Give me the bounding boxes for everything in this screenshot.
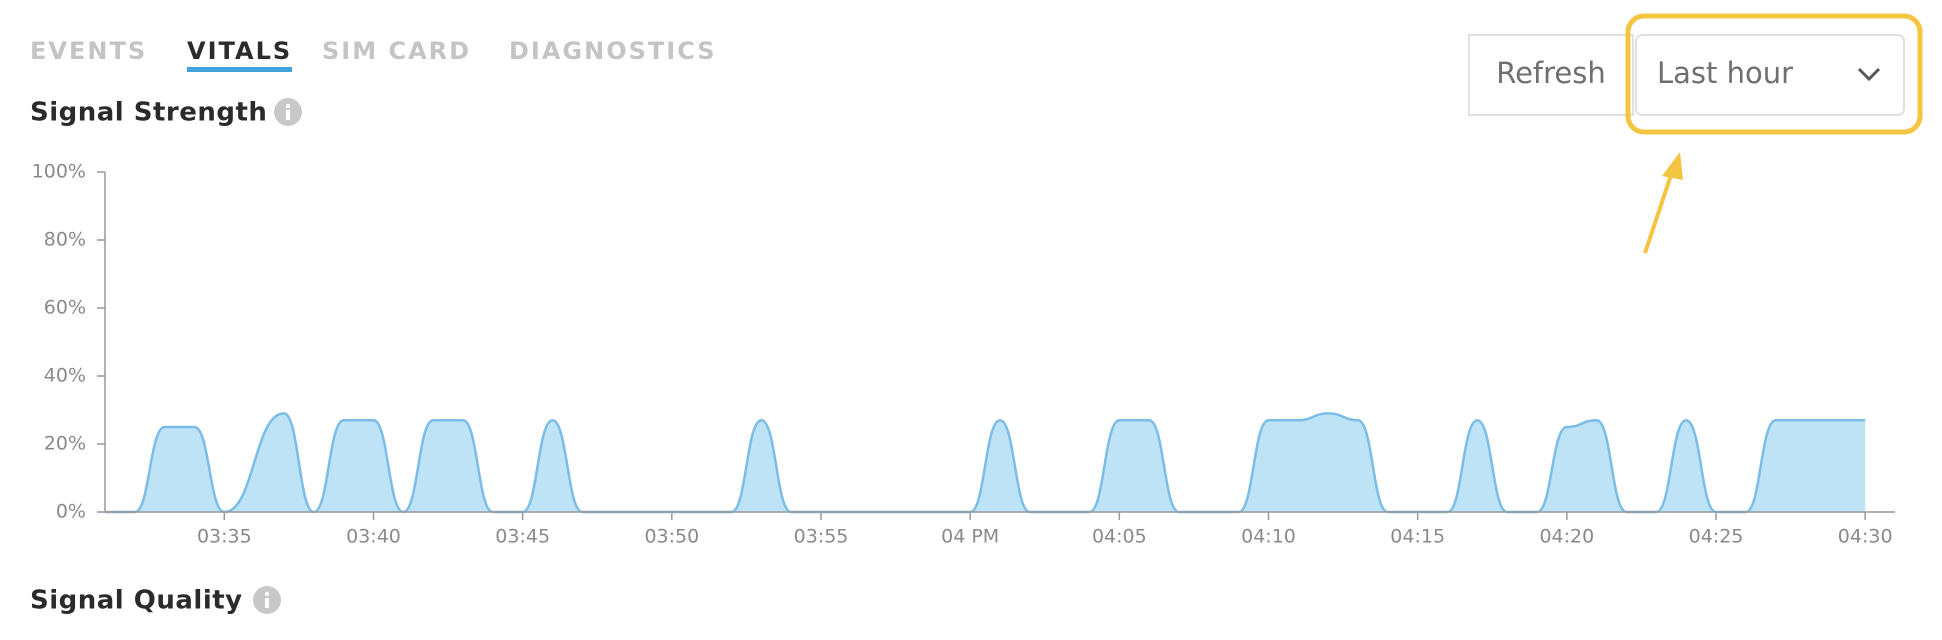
chart-title: Signal Strength <box>30 98 267 128</box>
plot: 0% 20% 40% 60% 80% 100% 03:35 03:40 03:45 03:50 03… <box>32 161 1895 548</box>
y-tick-label: 0% <box>56 501 86 523</box>
refresh-label[interactable]: Refresh <box>1496 56 1606 90</box>
area-fill <box>105 413 1866 512</box>
tab[interactable]: DIAGNOSTICS <box>509 37 717 65</box>
x-tick-label: 04:15 <box>1390 526 1445 548</box>
x-tick-label: 04:25 <box>1689 526 1744 548</box>
y-tick-label: 80% <box>44 229 86 251</box>
x-tick-label: 04:10 <box>1241 526 1296 548</box>
section-title: Signal Quality <box>30 586 243 616</box>
info-icon[interactable] <box>274 98 302 126</box>
tab-underline <box>187 67 292 72</box>
chevron <box>1857 67 1881 82</box>
x-tick-label: 04 PM <box>941 526 999 548</box>
arrow-shaft <box>1643 171 1674 254</box>
tab[interactable]: EVENTS <box>30 37 147 65</box>
x-tick-label: 03:45 <box>495 526 550 548</box>
range-label[interactable]: Last hour <box>1657 56 1793 90</box>
arrow-head <box>1662 152 1683 180</box>
y-tick-label: 100% <box>32 161 86 183</box>
y-tick-label: 20% <box>44 433 86 455</box>
x-tick-label: 03:35 <box>197 526 252 548</box>
x-tick-label: 03:40 <box>346 526 401 548</box>
x-tick-label: 04:30 <box>1838 526 1893 548</box>
x-tick-label: 03:50 <box>644 526 699 548</box>
refresh-button[interactable] <box>1468 34 1634 116</box>
tab[interactable]: VITALS <box>187 37 292 65</box>
x-tick-label: 04:05 <box>1092 526 1147 548</box>
info-icon[interactable] <box>253 586 281 614</box>
highlight-box <box>1625 13 1923 135</box>
x-tick-label: 03:55 <box>794 526 849 548</box>
y-tick-label: 40% <box>44 365 86 387</box>
tab[interactable]: SIM CARD <box>322 37 471 65</box>
y-tick-label: 60% <box>44 297 86 319</box>
range-dropdown[interactable] <box>1635 34 1905 116</box>
x-tick-label: 04:20 <box>1539 526 1594 548</box>
